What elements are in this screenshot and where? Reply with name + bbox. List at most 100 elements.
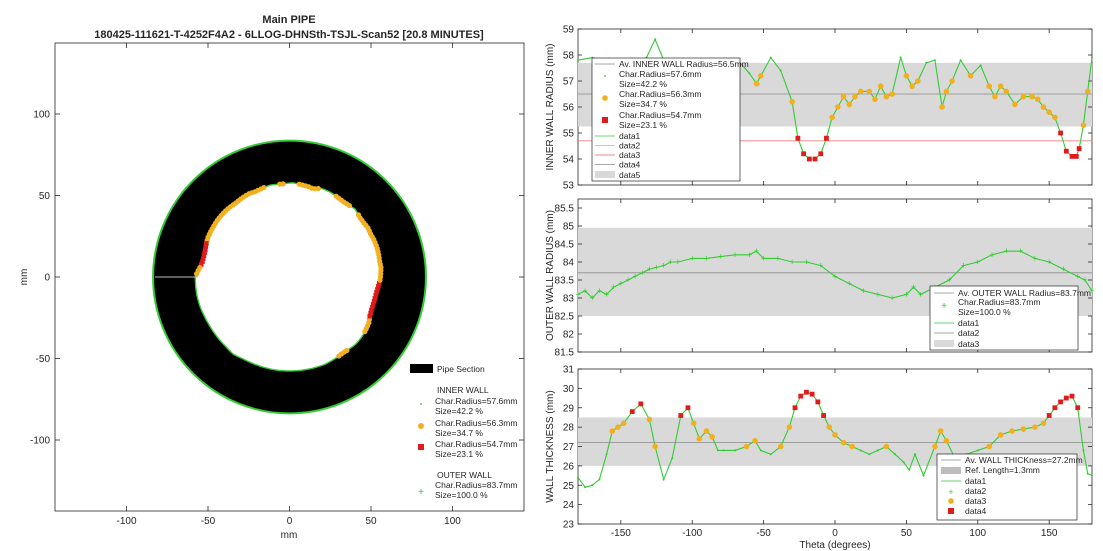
- legend-inner-2-radius: Char.Radius=56.3mm: [435, 418, 517, 428]
- data-point-red: [1075, 405, 1081, 411]
- data-point-plus: +: [1004, 246, 1009, 256]
- data-point-red: [792, 405, 798, 411]
- legend-data-label: data2: [619, 141, 641, 151]
- data-point-orange: [937, 428, 944, 434]
- legend-label: Char.Radius=83.7mm: [958, 297, 1040, 307]
- data-point-green: [933, 59, 936, 62]
- data-point-plus: +: [732, 250, 737, 260]
- y-tick-label: 83.5: [555, 276, 575, 287]
- data-point-orange: [709, 434, 716, 440]
- data-point-orange: [609, 428, 616, 434]
- legend-label: Size=23.1 %: [619, 120, 667, 130]
- data-point-green: [1091, 474, 1093, 477]
- data-point-orange: [832, 432, 838, 438]
- y-axis-label: INNER WALL RADIUS (mm): [545, 43, 556, 170]
- legend-data-label: data2: [965, 486, 987, 496]
- data-point-green: [959, 59, 962, 62]
- data-point-green: [671, 457, 674, 460]
- data-point-orange: [1052, 114, 1058, 121]
- data-point-orange: [1080, 122, 1087, 128]
- data-point-orange: [696, 435, 703, 442]
- data-point-red: [815, 399, 821, 405]
- inner-point-red: [200, 256, 206, 261]
- data-point-red: [809, 391, 815, 397]
- inner-legend-box: [591, 57, 741, 182]
- data-point-plus: +: [754, 246, 759, 256]
- data-point-green: [876, 449, 879, 452]
- y-tick-label: 25: [563, 481, 575, 492]
- inner-point-orange: [333, 193, 339, 199]
- data-point-red: [1073, 154, 1079, 159]
- data-point-orange: [646, 416, 653, 423]
- legend-pipe-section: Pipe Section: [437, 364, 485, 374]
- y-tick-label: 82: [563, 330, 575, 341]
- data-point-red: [1063, 395, 1069, 401]
- y-axis-label: OUTER WALL RADIUS (mm): [545, 210, 556, 341]
- data-point-green: [577, 476, 579, 479]
- data-point-green: [913, 453, 916, 456]
- legend-data-label: data3: [619, 150, 641, 160]
- data-point-plus: +: [1032, 253, 1037, 263]
- data-point-orange: [652, 443, 658, 450]
- data-point-green: [893, 453, 896, 456]
- legend-data-label: data4: [965, 506, 987, 516]
- data-point-green: [722, 449, 725, 452]
- data-point-plus: +: [975, 257, 980, 267]
- data-point-orange: [826, 424, 833, 430]
- legend-plus-marker: +: [948, 487, 953, 497]
- data-point-plus: +: [1047, 257, 1052, 267]
- data-point-orange: [915, 78, 921, 84]
- inner-point-red: [370, 301, 376, 307]
- data-point-orange: [743, 443, 750, 450]
- data-point-plus: +: [1089, 286, 1094, 296]
- data-point-plus: +: [918, 289, 923, 299]
- data-point-orange: [967, 73, 974, 79]
- data-point-red: [818, 151, 824, 157]
- data-point-orange: [949, 78, 955, 84]
- legend-label: Char.Radius=57.6mm: [619, 69, 701, 79]
- data-point-orange: [840, 93, 847, 100]
- x-tick-label: -150: [611, 528, 631, 539]
- data-point-orange: [1012, 101, 1018, 108]
- data-point-plus: +: [904, 289, 909, 299]
- y-tick-label: 57: [563, 77, 575, 88]
- inner-point-red: [368, 310, 373, 316]
- y-tick-label: 84.5: [555, 240, 575, 251]
- inner-point-red: [370, 304, 375, 310]
- legend-label: Size=100.0 %: [958, 307, 1011, 317]
- data-point-orange: [1040, 420, 1047, 427]
- data-point-green: [976, 449, 979, 452]
- outer-legend-box: [929, 285, 1079, 351]
- legend-ref-swatch: [941, 467, 961, 474]
- y-tick-label: 29: [563, 403, 575, 414]
- outer-legend: Av. OUTER WALL Radius=83.7mm+ Char.Radius…: [934, 288, 1091, 349]
- data-point-plus: +: [818, 261, 823, 271]
- legend-data-label: data3: [958, 339, 980, 349]
- y-tick-label: 53: [563, 181, 575, 192]
- legend-inner-orange-marker: [418, 423, 424, 429]
- inner-point-red: [202, 250, 207, 255]
- data-point-orange: [943, 437, 950, 444]
- data-point-orange: [992, 93, 998, 100]
- data-point-green: [779, 69, 782, 72]
- data-point-plus: +: [668, 257, 673, 267]
- left-subtitle: 180425-111621-T-4252F4A2 - 6LLOG-DHNSth-…: [94, 29, 484, 41]
- data-point-green: [591, 484, 594, 487]
- legend-orange-marker: [602, 95, 608, 101]
- legend-label: Char.Radius=56.3mm: [619, 89, 701, 99]
- data-point-plus: +: [583, 286, 588, 296]
- data-point-plus: +: [647, 264, 652, 274]
- data-point-green: [662, 478, 665, 481]
- data-point-green: [716, 449, 719, 452]
- data-point-plus: +: [747, 250, 752, 260]
- data-point-green: [769, 453, 772, 456]
- data-point-orange: [932, 443, 938, 450]
- thickness-legend-box: [936, 453, 1078, 521]
- legend-inner-2-size: Size=34.7 %: [435, 428, 483, 438]
- inner-point-red: [198, 262, 204, 267]
- data-point-orange: [1046, 109, 1052, 115]
- data-point-plus: +: [640, 268, 645, 278]
- data-point-orange: [997, 432, 1004, 438]
- y-tick-label: 28: [563, 423, 575, 434]
